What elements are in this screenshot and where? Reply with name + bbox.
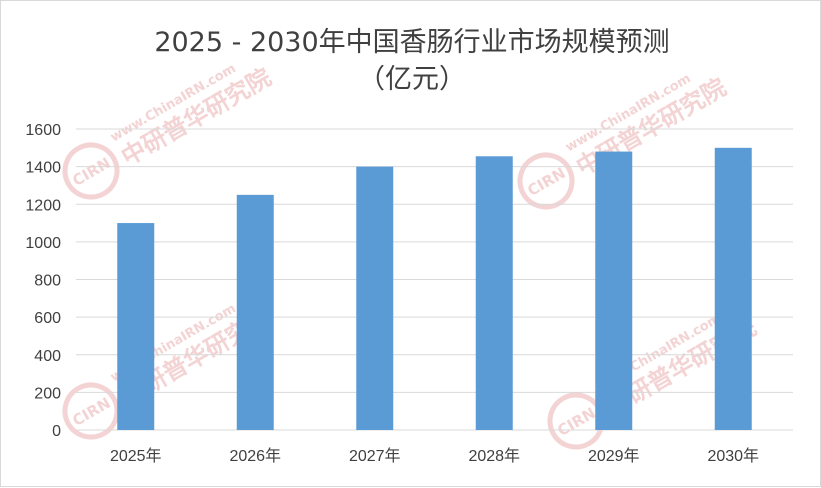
watermark-logo-icon (517, 152, 575, 210)
y-axis-ticks: 0 200 400 600 800 1000 1200 1400 1600 (25, 122, 61, 440)
watermark-logo-text: CIRN (524, 164, 568, 200)
x-tick-label: 2028年 (468, 447, 520, 465)
bar (236, 194, 274, 430)
watermark-logo-icon (62, 382, 120, 440)
chart-subtitle: （亿元） (358, 64, 466, 95)
watermark-logo-text: CIRN (554, 404, 598, 440)
bar (595, 151, 633, 430)
y-tick-label: 0 (52, 423, 61, 440)
x-tick-label: 2030年 (707, 447, 759, 465)
chart-title: 2025 - 2030年中国香肠行业市场规模预测 (154, 27, 669, 58)
gridlines (76, 128, 793, 431)
bars (117, 147, 752, 430)
x-tick-label: 2025年 (110, 447, 162, 465)
y-tick-label: 1000 (25, 235, 61, 252)
watermark-layer: CIRNwww.ChinaIRN.com中研普华研究院CIRNwww.China… (62, 61, 761, 450)
y-tick-label: 200 (34, 385, 61, 402)
watermark-logo-text: CIRN (69, 154, 113, 190)
y-tick-label: 1400 (25, 160, 61, 177)
bar (714, 147, 752, 430)
x-axis-ticks: 2025年 2026年 2027年 2028年 2029年 2030年 (110, 447, 759, 465)
bar (117, 223, 155, 430)
x-tick-label: 2026年 (229, 447, 281, 465)
y-tick-label: 600 (34, 310, 61, 327)
y-tick-label: 1200 (25, 197, 61, 214)
watermark-logo-text: CIRN (69, 394, 113, 430)
bar (475, 156, 513, 430)
x-tick-label: 2029年 (588, 447, 640, 465)
y-tick-label: 1600 (25, 122, 61, 139)
x-tick-label: 2027年 (349, 447, 401, 465)
watermark-logo-icon (62, 142, 120, 200)
bar (356, 166, 394, 430)
y-tick-label: 400 (34, 348, 61, 365)
y-tick-label: 800 (34, 273, 61, 290)
